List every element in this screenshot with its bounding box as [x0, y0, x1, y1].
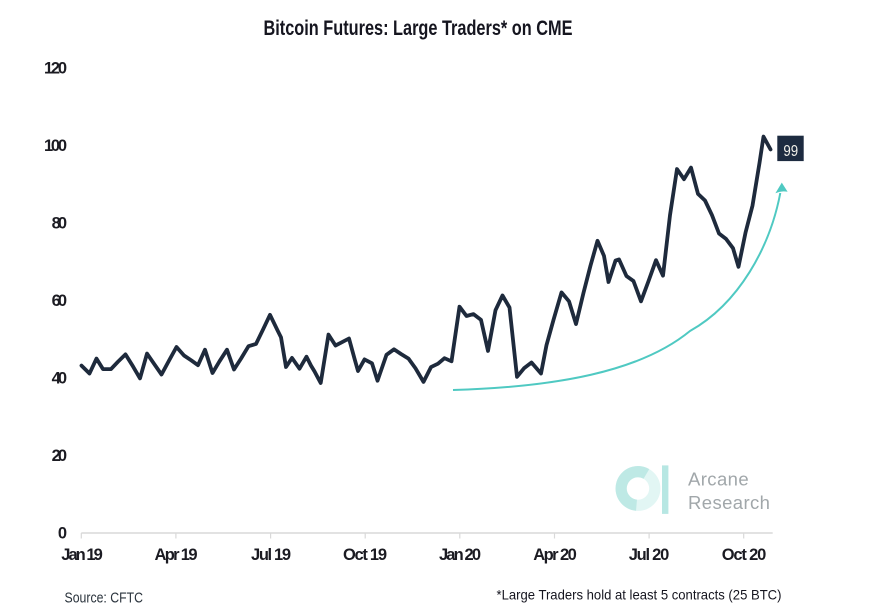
svg-text:120: 120: [44, 60, 67, 78]
svg-text:Apr 20: Apr 20: [533, 546, 577, 564]
svg-text:Jan 19: Jan 19: [61, 546, 103, 564]
svg-text:Source: CFTC: Source: CFTC: [65, 591, 144, 607]
svg-text:Oct 19: Oct 19: [343, 546, 387, 564]
svg-text:0: 0: [58, 525, 67, 543]
svg-text:99: 99: [783, 143, 798, 160]
svg-text:Research: Research: [688, 492, 770, 513]
svg-text:20: 20: [52, 447, 67, 465]
svg-text:100: 100: [44, 137, 67, 155]
svg-text:Bitcoin Futures: Large Traders: Bitcoin Futures: Large Traders* on CME: [264, 17, 573, 40]
svg-text:Arcane: Arcane: [688, 469, 749, 490]
svg-text:80: 80: [52, 215, 67, 233]
svg-text:Oct 20: Oct 20: [722, 546, 767, 564]
svg-text:Jan 20: Jan 20: [439, 546, 481, 564]
svg-text:40: 40: [52, 370, 67, 388]
svg-text:60: 60: [52, 292, 67, 310]
svg-text:Jul 19: Jul 19: [251, 546, 291, 564]
svg-text:Apr 19: Apr 19: [155, 546, 198, 564]
svg-text:*Large Traders hold at least 5: *Large Traders hold at least 5 contracts…: [497, 587, 782, 603]
svg-text:Jul 20: Jul 20: [629, 546, 670, 564]
